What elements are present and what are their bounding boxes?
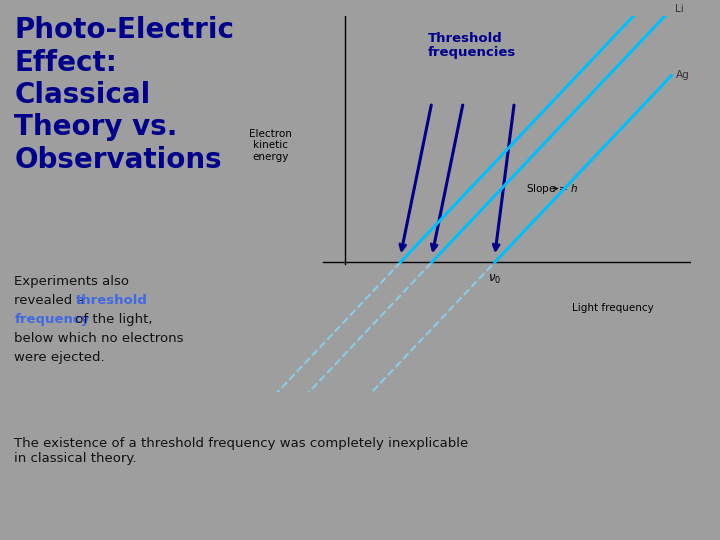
Text: frequency: frequency xyxy=(14,313,90,326)
Text: Electron
kinetic
energy: Electron kinetic energy xyxy=(249,129,292,162)
Text: Slope = $h$: Slope = $h$ xyxy=(526,181,578,195)
Text: Light frequency: Light frequency xyxy=(572,303,654,313)
Text: of the light,: of the light, xyxy=(71,313,152,326)
Text: below which no electrons: below which no electrons xyxy=(14,332,184,345)
Text: were ejected.: were ejected. xyxy=(14,351,105,364)
Text: Experiments also: Experiments also xyxy=(14,275,130,288)
Text: threshold: threshold xyxy=(76,294,148,307)
Text: $\nu_0$: $\nu_0$ xyxy=(488,273,501,286)
Text: Li: Li xyxy=(675,4,684,14)
Text: Ag: Ag xyxy=(675,70,689,80)
Text: Photo-Electric
Effect:
Classical
Theory vs.
Observations: Photo-Electric Effect: Classical Theory … xyxy=(14,16,235,174)
Text: revealed a: revealed a xyxy=(14,294,89,307)
Text: Threshold
frequencies: Threshold frequencies xyxy=(428,31,516,58)
Text: The existence of a threshold frequency was completely inexplicable
in classical : The existence of a threshold frequency w… xyxy=(14,437,469,465)
Text: Intercept = $-\phi$: Intercept = $-\phi$ xyxy=(0,539,1,540)
